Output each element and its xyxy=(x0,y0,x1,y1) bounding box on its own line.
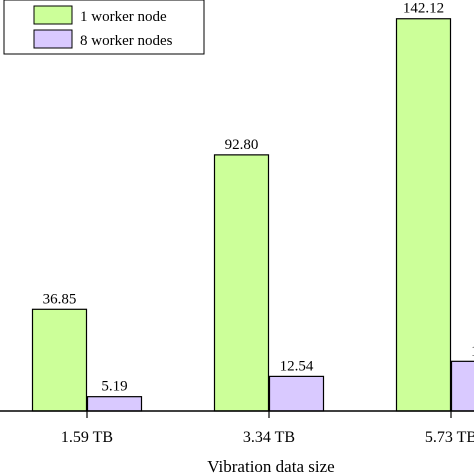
legend: 1 worker node 8 worker nodes xyxy=(3,0,205,55)
x-ticks-layer xyxy=(86,411,452,418)
bar-8-workers-2 xyxy=(268,375,325,412)
bar-1-worker-3 xyxy=(395,18,452,412)
legend-swatch-1-worker-node xyxy=(33,5,73,25)
x-tick-labels-layer: 1.59 TB 3.34 TB 5.73 TB xyxy=(61,429,474,446)
bar-1-worker-2 xyxy=(213,154,270,412)
bar-8-workers-1 xyxy=(86,396,143,412)
x-tick-label-1: 1.59 TB xyxy=(61,429,113,446)
x-tick-label-2: 3.34 TB xyxy=(243,429,295,446)
value-labels-layer: 36.85 5.19 92.80 12.54 142.12 18 xyxy=(43,1,474,395)
value-label-8-workers-3: 18 xyxy=(471,343,474,359)
value-label-1-worker-1: 36.85 xyxy=(43,291,77,307)
legend-label-1-worker-node: 1 worker node xyxy=(80,9,167,25)
value-label-1-worker-2: 92.80 xyxy=(225,137,259,153)
legend-swatch-8-worker-nodes xyxy=(33,29,73,49)
x-tick-label-3: 5.73 TB xyxy=(425,429,474,446)
bars-layer xyxy=(31,18,474,412)
bar-1-worker-1 xyxy=(31,308,88,412)
bar-8-workers-3 xyxy=(450,360,474,412)
value-label-8-workers-1: 5.19 xyxy=(101,379,127,395)
value-label-1-worker-3: 142.12 xyxy=(403,1,444,17)
x-axis-label: Vibration data size xyxy=(207,457,334,474)
legend-label-8-worker-nodes: 8 worker nodes xyxy=(80,33,173,49)
value-label-8-workers-2: 12.54 xyxy=(280,358,314,374)
